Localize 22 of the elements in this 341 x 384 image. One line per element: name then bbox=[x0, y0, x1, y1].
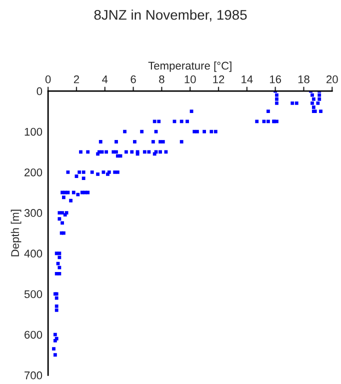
y-tick-label: 100 bbox=[24, 128, 42, 136]
y-tick-label: 700 bbox=[24, 371, 42, 380]
y-axis-title: Depth [m] bbox=[10, 210, 22, 256]
y-tick-label: 500 bbox=[24, 290, 42, 298]
y-tick-label: 0 bbox=[36, 87, 42, 96]
x-tick-label: 4 bbox=[102, 76, 108, 84]
x-axis-title: Temperature [°C] bbox=[148, 61, 232, 72]
x-tick-label: 6 bbox=[130, 75, 136, 84]
chart-title: 8JNZ in November, 1985 bbox=[94, 10, 247, 22]
x-tick-label: 18 bbox=[298, 75, 310, 84]
x-tick-label: 14 bbox=[242, 76, 253, 84]
x-tick-label: 16 bbox=[270, 75, 282, 84]
y-tick-label: 200 bbox=[24, 168, 42, 176]
x-tick-label: 8 bbox=[159, 75, 164, 84]
x-tick-label: 12 bbox=[213, 75, 224, 84]
x-tick-label: 10 bbox=[184, 75, 196, 84]
x-tick-label: 20 bbox=[326, 75, 338, 84]
y-tick-label: 600 bbox=[24, 330, 42, 339]
y-tick-label: 300 bbox=[24, 209, 42, 217]
x-tick-label: 2 bbox=[74, 75, 80, 84]
y-tick-label: 400 bbox=[24, 250, 42, 258]
x-tick-label: 0 bbox=[45, 75, 51, 84]
